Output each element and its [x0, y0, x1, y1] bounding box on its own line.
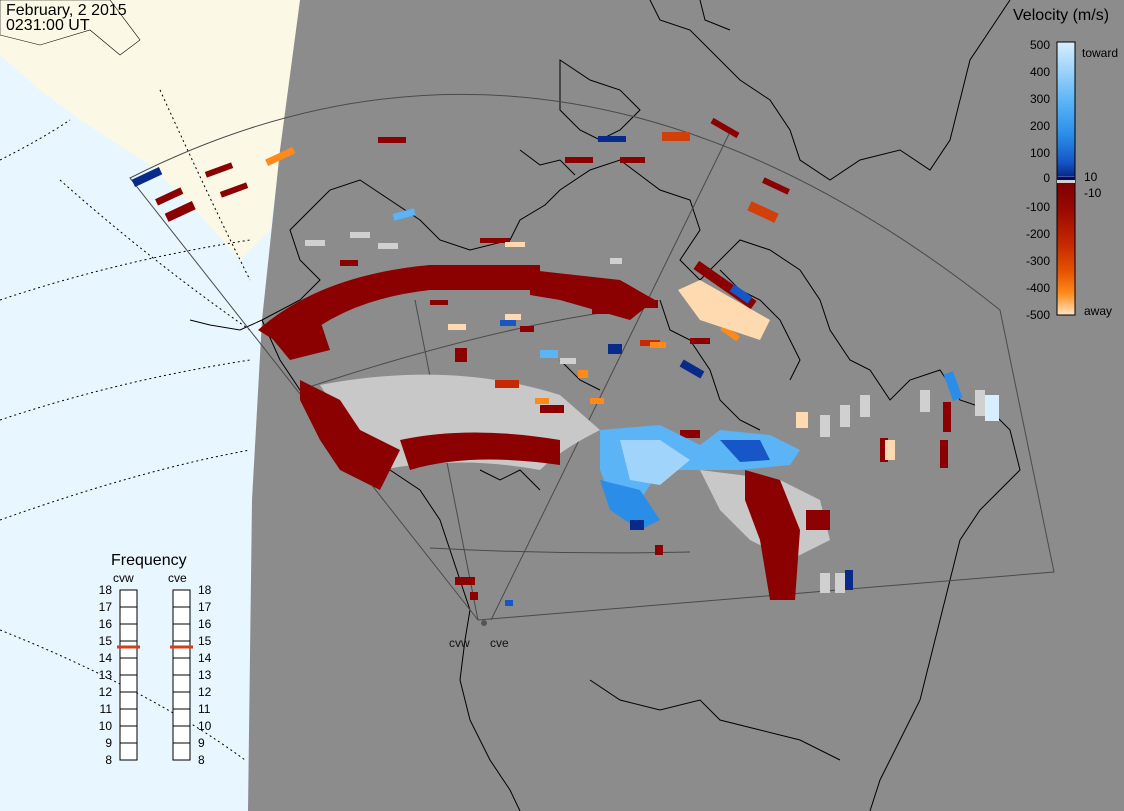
velocity-tick-label: 100	[1030, 146, 1050, 160]
frequency-tick-label: 12	[99, 685, 113, 699]
frequency-panel: Frequency cvw cve 1817161514131211109818…	[99, 552, 212, 767]
frequency-tick-label: 18	[198, 583, 212, 597]
velocity-colorbar: Velocity (m/s) 500400300200100100-10-100…	[1013, 7, 1118, 322]
velocity-tick-label: -100	[1026, 200, 1050, 214]
velocity-tick-label: -400	[1026, 281, 1050, 295]
velocity-tick-group: 500400300200100100-10-100-200-300-400-50…	[1026, 38, 1102, 322]
graticule	[0, 89, 251, 761]
frequency-tick-label: 13	[198, 668, 212, 682]
frequency-tick-label: 8	[198, 753, 205, 767]
radar-site-label-cve: cve	[490, 636, 509, 650]
frequency-tick-label: 14	[198, 651, 212, 665]
velocity-tick-label: -200	[1026, 227, 1050, 241]
frequency-tick-label: 11	[100, 702, 113, 716]
frequency-tick-label: 10	[198, 719, 212, 733]
radar-site-marker	[481, 620, 487, 626]
velocity-echoes	[131, 117, 999, 606]
frequency-tick-label: 11	[198, 702, 211, 716]
radar-sites: cvw cve	[449, 620, 509, 650]
terminator-shade	[248, 0, 1124, 811]
radar-site-label-cvw: cvw	[449, 636, 470, 650]
velocity-tick-label: 200	[1030, 119, 1050, 133]
frequency-tick-label: 16	[198, 617, 212, 631]
velocity-tick-label: 300	[1030, 92, 1050, 106]
frequency-cve-label: cve	[168, 571, 187, 585]
frequency-tick-label: 15	[99, 634, 113, 648]
frequency-tick-label: 12	[198, 685, 212, 699]
velocity-tick-label: -300	[1026, 254, 1050, 268]
away-label: away	[1084, 304, 1112, 318]
velocity-tick-label: 500	[1030, 38, 1050, 52]
frequency-tick-label: 13	[99, 668, 113, 682]
frequency-tick-label: 18	[99, 583, 113, 597]
velocity-tick-label: 400	[1030, 65, 1050, 79]
coastline-northwest	[0, 0, 141, 56]
frequency-gauges: 18 17 16 15 14 13 12 11 10 9 8 18 17 16 15 14 13 12 11 10 9 8	[99, 583, 212, 767]
velocity-scale-title: Velocity (m/s)	[1013, 7, 1109, 24]
frequency-tick-label: 8	[105, 753, 112, 767]
velocity-tick-label: -10	[1084, 186, 1102, 200]
velocity-tick-label: 10	[1084, 170, 1098, 184]
toward-label: toward	[1082, 46, 1118, 60]
frequency-tick-label: 15	[198, 634, 212, 648]
frequency-title: Frequency	[111, 552, 187, 569]
fov-outlines	[129, 93, 1055, 621]
frequency-tick-label: 17	[198, 600, 212, 614]
frequency-cvw-label: cvw	[113, 571, 134, 585]
timestamp-date: February, 2 2015	[6, 2, 127, 19]
frequency-tick-label: 10	[99, 719, 113, 733]
frequency-tick-label: 9	[198, 736, 205, 750]
frequency-tick-label: 9	[105, 736, 112, 750]
frequency-tick-label: 14	[99, 651, 113, 665]
velocity-tick-label: -500	[1026, 308, 1050, 322]
timestamp-time: 0231:00 UT	[6, 17, 90, 34]
frequency-tick-label: 16	[99, 617, 113, 631]
velocity-tick-label: 0	[1043, 171, 1050, 185]
coastlines	[189, 0, 1021, 811]
frequency-tick-label: 17	[99, 600, 113, 614]
